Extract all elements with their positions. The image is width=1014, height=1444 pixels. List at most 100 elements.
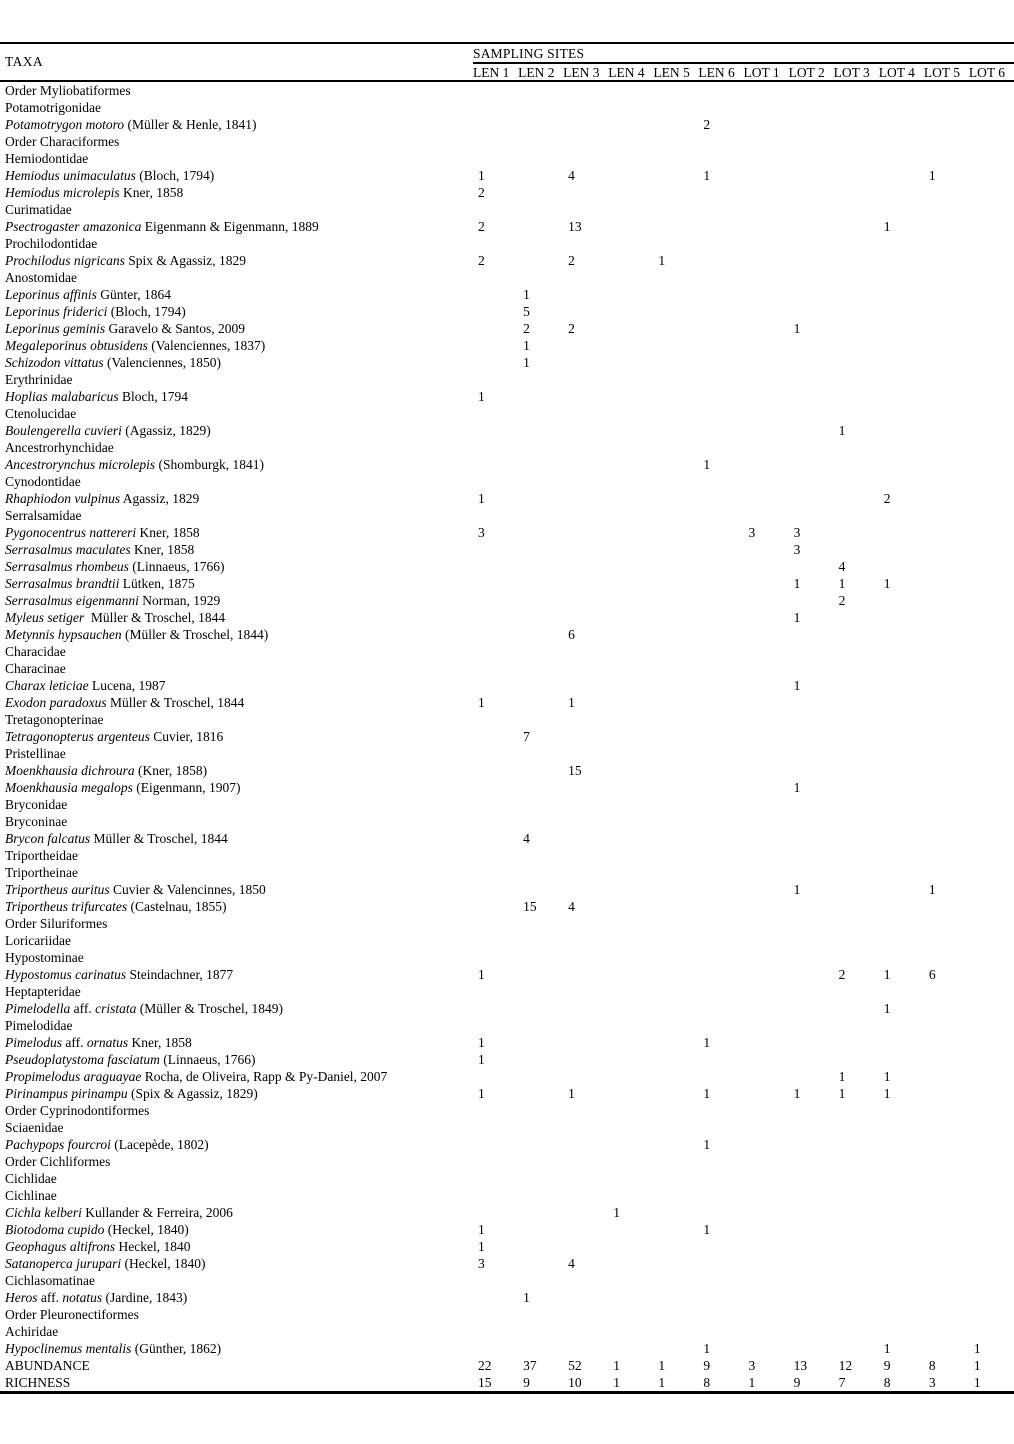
table-row: Triportheus auritus Cuvier & Valencinnes… (0, 881, 1014, 898)
value-cell (834, 830, 879, 847)
value-cell (473, 949, 518, 966)
value-cell: 3 (748, 1358, 756, 1373)
value-cell (834, 932, 879, 949)
value-cell (969, 524, 1014, 541)
taxa-name-italic: Satanoperca jurupari (5, 1256, 122, 1271)
value-cell (879, 779, 924, 796)
value-cell (473, 609, 518, 626)
taxa-name-roman: Bryconinae (5, 814, 68, 829)
value-cell: 6 (928, 967, 936, 982)
value-cell: 2 (478, 253, 485, 268)
taxa-cell: Loricariidae (0, 932, 473, 949)
table-row: Exodon paradoxus Müller & Troschel, 1844… (0, 694, 1014, 711)
value-cell: 1 (703, 1222, 711, 1237)
value-cell (743, 320, 788, 337)
value-cell (698, 490, 743, 507)
value-cell (698, 864, 743, 881)
value-cell (653, 354, 698, 371)
value-cell (743, 1068, 788, 1085)
column-header: LEN 6 (698, 65, 735, 80)
value-cell (879, 133, 924, 150)
table-row: Ancestrorhynchidae (0, 439, 1014, 456)
taxa-cell: Rhaphiodon vulpinus Agassiz, 1829 (0, 490, 473, 507)
taxa-name-italic: Biotodoma cupido (5, 1222, 105, 1237)
value-cell (834, 745, 879, 762)
value-cell (879, 949, 924, 966)
value-cell (653, 898, 698, 915)
value-cell (473, 439, 518, 456)
value-cell (789, 1153, 834, 1170)
value-cell (698, 626, 743, 643)
value-cell (563, 1136, 608, 1153)
value-cell (563, 983, 608, 1000)
value-cell (608, 286, 653, 303)
value-cell (518, 1238, 563, 1255)
taxa-name-italic: Pygonocentrus nattereri (5, 525, 137, 540)
value-cell: 1 (523, 1290, 530, 1305)
value-cell (518, 932, 563, 949)
taxa-cell: Characidae (0, 643, 473, 660)
value-cell (969, 252, 1014, 269)
value-cell (608, 201, 653, 218)
taxa-name-italic: Schizodon vittatus (5, 355, 104, 370)
value-cell (834, 354, 879, 371)
taxa-name-roman: Ancestrorhynchidae (5, 440, 114, 455)
value-cell (969, 99, 1014, 116)
value-cell (924, 422, 969, 439)
value-cell: 1 (568, 1086, 575, 1101)
taxa-name-roman: Curimatidae (5, 202, 72, 217)
value-cell (518, 201, 563, 218)
value-cell (789, 813, 834, 830)
value-cell (924, 82, 969, 99)
value-cell (473, 507, 518, 524)
value-cell (608, 218, 653, 235)
taxa-cell: Potamotrigonidae (0, 99, 473, 116)
taxa-name-italic: Leporinus friderici (5, 304, 108, 319)
value-cell: 12 (838, 1358, 853, 1373)
value-cell (834, 1255, 879, 1272)
value-cell (473, 1204, 518, 1221)
value-cell (743, 694, 788, 711)
value-cell (473, 830, 518, 847)
value-cell (924, 575, 969, 592)
value-cell (653, 286, 698, 303)
value-cell (518, 422, 563, 439)
value-cell (563, 728, 608, 745)
value-cell (969, 82, 1014, 99)
value-cell (924, 320, 969, 337)
taxa-name-italic: Serrasalmus maculates (5, 542, 131, 557)
value-cell (924, 1340, 969, 1357)
taxa-name-italic: Propimelodus araguayae (5, 1069, 142, 1084)
taxa-name-italic: Hypostomus carinatus (5, 967, 127, 982)
value-cell (518, 643, 563, 660)
value-cell (473, 320, 518, 337)
value-cell (834, 303, 879, 320)
value-cell (563, 524, 608, 541)
taxa-name-italic: Serrasalmus rhombeus (5, 559, 129, 574)
value-cell (473, 1306, 518, 1323)
value-cell (653, 99, 698, 116)
value-cell (969, 167, 1014, 184)
value-cell: 1 (973, 1341, 981, 1356)
value-cell (924, 813, 969, 830)
value-cell (834, 1238, 879, 1255)
table-row: Prochilodus nigricans Spix & Agassiz, 18… (0, 252, 1014, 269)
value-cell (789, 864, 834, 881)
value-cell (608, 303, 653, 320)
value-cell (924, 1187, 969, 1204)
value-cell (743, 1272, 788, 1289)
value-cell (653, 490, 698, 507)
value-cell (563, 1323, 608, 1340)
taxa-name-italic: Triportheus trifurcates (5, 899, 128, 914)
value-cell (789, 1204, 834, 1221)
value-cell (518, 184, 563, 201)
value-cell (879, 728, 924, 745)
value-cell (969, 592, 1014, 609)
value-cell (743, 218, 788, 235)
value-cell (789, 949, 834, 966)
value-cell (789, 966, 834, 983)
value-cell: 2 (703, 117, 711, 132)
sampling-sites-header: SAMPLING SITES (473, 44, 1014, 64)
taxa-name-italic: Ancestrorynchus microlepis (5, 457, 156, 472)
value-cell (924, 1136, 969, 1153)
